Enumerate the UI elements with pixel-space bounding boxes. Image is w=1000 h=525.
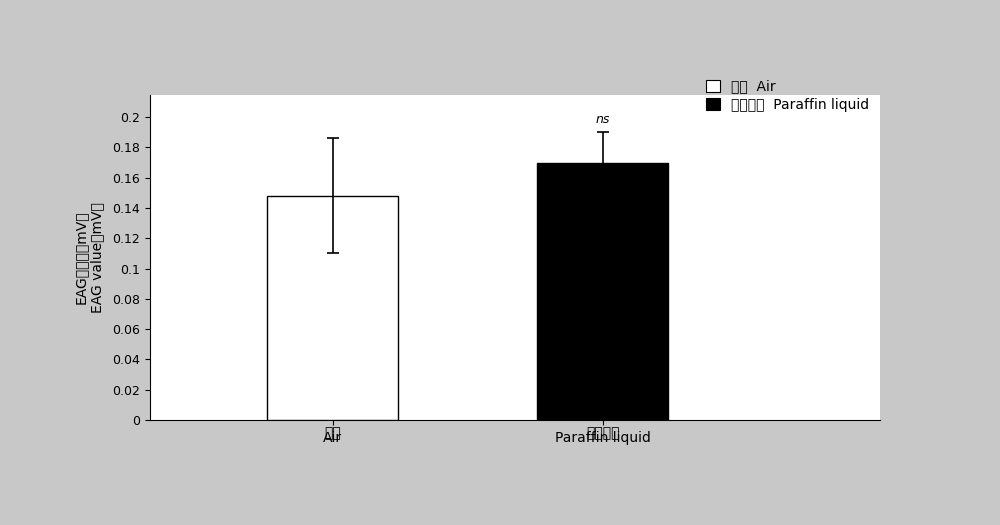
Y-axis label: EAG反应値（mV）
EAG value（mV）: EAG反应値（mV） EAG value（mV）	[74, 202, 104, 313]
Text: ns: ns	[595, 113, 610, 127]
Legend: 空气  Air, 液体石蜡  Paraffin liquid: 空气 Air, 液体石蜡 Paraffin liquid	[702, 76, 873, 116]
Text: 空气: 空气	[324, 426, 341, 440]
Bar	[267, 196, 398, 420]
Text: 液体石蜡: 液体石蜡	[586, 426, 619, 440]
Text: Air: Air	[323, 430, 342, 445]
Text: Paraffin liquid: Paraffin liquid	[555, 430, 651, 445]
Bar	[537, 163, 668, 420]
